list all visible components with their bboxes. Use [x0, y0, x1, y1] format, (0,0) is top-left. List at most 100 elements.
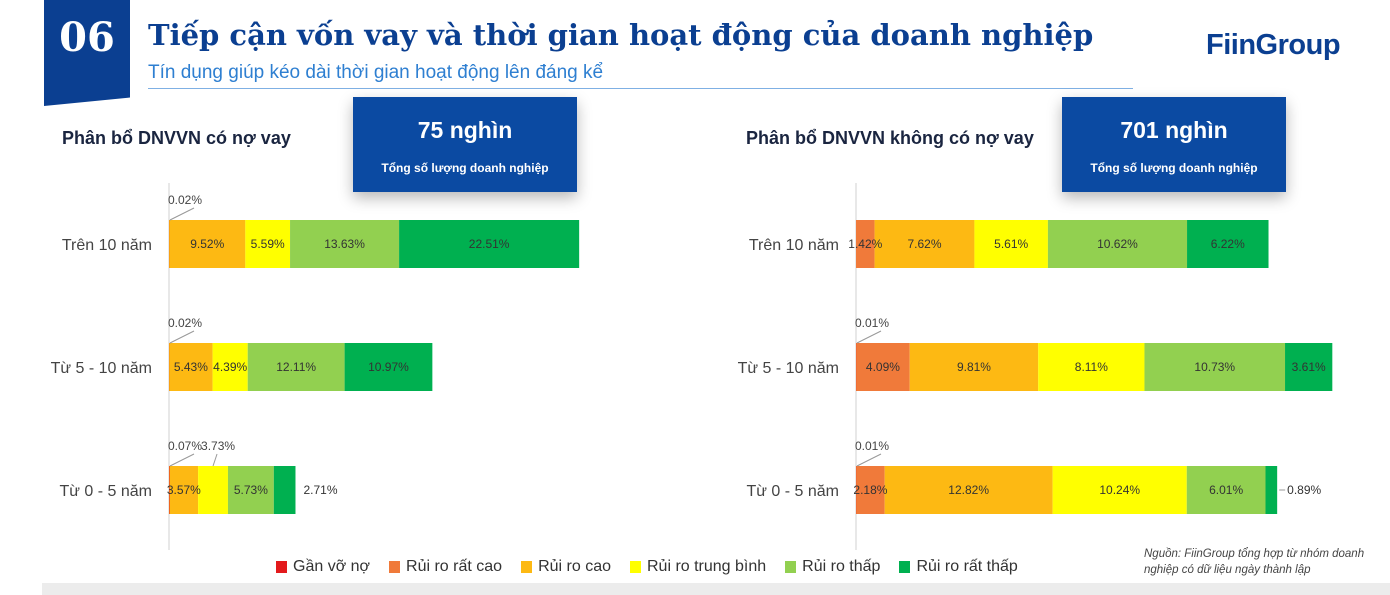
data-label: 22.51%: [469, 237, 510, 251]
bar-segment: [974, 220, 1048, 268]
bar-segment: [290, 220, 400, 268]
bar-segment: [273, 466, 296, 514]
chart-legend: Gần vỡ nợ Rủi ro rất cao Rủi ro cao Rủi ro …: [276, 558, 1018, 576]
legend-label: Rủi ro cao: [538, 558, 611, 575]
data-label: 12.11%: [276, 360, 316, 374]
data-label: 0.02%: [168, 316, 202, 330]
data-label: 10.62%: [1097, 237, 1138, 251]
bar-segment: [909, 343, 1039, 391]
bar-segment: [399, 220, 580, 268]
left-kpi-box: 75 nghìn Tổng số lượng doanh nghiệp: [353, 97, 577, 192]
category-label: Trên 10 năm: [62, 237, 152, 254]
bar-segment: [884, 466, 1053, 514]
data-label: 5.43%: [174, 360, 208, 374]
data-label: 6.01%: [1209, 483, 1243, 497]
category-label: Từ 5 - 10 năm: [51, 360, 152, 377]
legend-item-4: Rủi ro thấp: [785, 558, 880, 576]
bar-segment: [874, 220, 975, 268]
legend-swatch: [899, 561, 911, 573]
bar-segment: [1047, 220, 1188, 268]
legend-label: Rủi ro trung bình: [646, 558, 767, 575]
left-kpi-value: 75 nghìn: [417, 117, 513, 143]
right-kpi-box: 701 nghìn Tổng số lượng doanh nghiệp: [1062, 97, 1286, 192]
category-label: Từ 5 - 10 năm: [738, 360, 839, 377]
data-label: 4.39%: [213, 360, 247, 374]
bar-segment: [169, 466, 170, 514]
brand-logo: FiinGroup: [1206, 29, 1341, 61]
legend-swatch: [785, 561, 797, 573]
leader-line: [169, 207, 195, 221]
bar-segment: [1186, 466, 1266, 514]
legend-label: Rủi ro rất thấp: [916, 558, 1018, 575]
legend-item-1: Rủi ro rất cao: [389, 558, 502, 576]
data-label: 13.63%: [324, 237, 365, 251]
legend-item-3: Rủi ro trung bình: [629, 558, 767, 576]
right-chart-title: Phân bổ DNVVN không có nợ vay: [746, 128, 1034, 148]
legend-label: Rủi ro thấp: [802, 558, 881, 575]
legend-item-2: Rủi ro cao: [521, 558, 611, 576]
category-label: Trên 10 năm: [749, 237, 839, 254]
legend-swatch: [389, 561, 401, 573]
data-label: 1.42%: [848, 237, 882, 251]
bar-segment: [1285, 343, 1333, 391]
title-divider: [148, 88, 1133, 89]
legend-label: Rủi ro rất cao: [406, 558, 503, 575]
section-number: 06: [59, 14, 115, 61]
bar-segment: [1187, 220, 1269, 268]
bar-segment: [856, 220, 875, 268]
right-kpi-value: 701 nghìn: [1120, 117, 1228, 143]
source-note: Nguồn: FiinGroup tổng hợp từ nhóm doanh …: [1144, 548, 1365, 576]
page-subtitle: Tín dụng giúp kéo dài thời gian hoạt độn…: [148, 62, 604, 83]
left-kpi-label: Tổng số lượng doanh nghiệp: [381, 161, 549, 175]
data-label: 6.22%: [1211, 237, 1245, 251]
section-badge: 06: [44, 0, 130, 106]
data-label: 0.01%: [855, 316, 889, 330]
legend-item-5: Rủi ro rất thấp: [899, 558, 1018, 576]
leader-line: [169, 453, 195, 467]
data-label: 0.89%: [1287, 483, 1321, 497]
data-label: 10.73%: [1194, 360, 1235, 374]
data-label: 3.61%: [1292, 360, 1326, 374]
right-kpi-label: Tổng số lượng doanh nghiệp: [1090, 161, 1258, 175]
left-chart-title: Phân bổ DNVVN có nợ vay: [62, 128, 291, 148]
legend-swatch: [629, 561, 641, 573]
data-label: 5.61%: [994, 237, 1028, 251]
bar-segment: [247, 343, 345, 391]
bar-segment: [1052, 466, 1187, 514]
bar-segment: [169, 220, 246, 268]
data-label: 9.52%: [190, 237, 224, 251]
data-label: 12.82%: [948, 483, 989, 497]
category-label: Từ 0 - 5 năm: [746, 483, 839, 500]
data-label: 9.81%: [957, 360, 991, 374]
leader-line: [856, 453, 882, 467]
legend-swatch: [276, 561, 287, 573]
data-label: 2.71%: [303, 483, 337, 497]
bar-segment: [856, 343, 910, 391]
data-label: 10.24%: [1099, 483, 1140, 497]
page-title: Tiếp cận vốn vay và thời gian hoạt động …: [148, 18, 1094, 52]
bar-segment: [856, 466, 885, 514]
data-label: 8.11%: [1075, 360, 1108, 374]
bar-segment: [169, 466, 199, 514]
data-label: 2.18%: [853, 483, 887, 497]
leader-line: [169, 330, 195, 344]
leader-line: [212, 453, 218, 467]
data-label: 0.02%: [168, 193, 202, 207]
bar-segment: [245, 220, 291, 268]
category-label: Từ 0 - 5 năm: [59, 483, 152, 500]
bar-segment: [344, 343, 433, 391]
legend-label: Gần vỡ nợ: [293, 558, 371, 575]
data-label: 5.73%: [234, 483, 268, 497]
data-label: 7.62%: [907, 237, 941, 251]
data-label: 4.09%: [866, 360, 900, 374]
data-label: 0.01%: [855, 439, 889, 453]
data-label: 3.73%: [201, 439, 235, 453]
bar-segment: [1038, 343, 1145, 391]
data-label: 5.59%: [251, 237, 285, 251]
bar-segment: [227, 466, 274, 514]
legend-item-0: Gần vỡ nợ: [276, 558, 370, 576]
data-label: 10.97%: [368, 360, 409, 374]
bar-segment: [1265, 466, 1278, 514]
footer-bar: [42, 583, 1390, 595]
